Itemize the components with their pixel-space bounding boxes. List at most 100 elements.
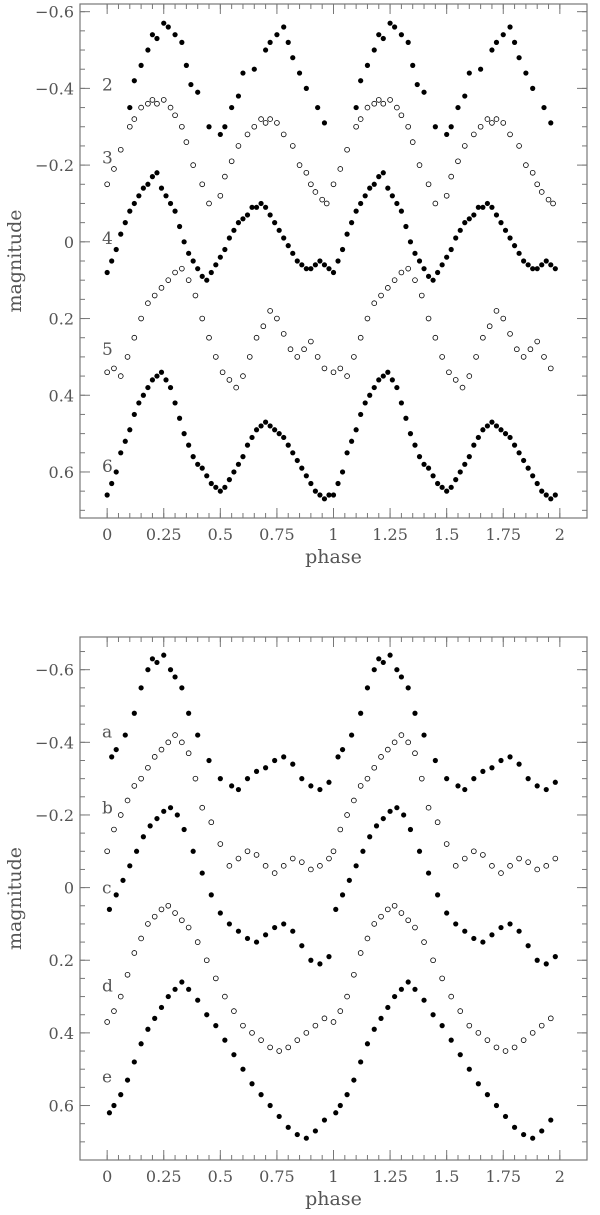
filled-data-point — [244, 776, 251, 782]
filled-data-point — [378, 1015, 384, 1021]
filled-data-point — [333, 906, 339, 912]
open-data-point — [529, 169, 536, 176]
filled-data-point — [432, 124, 438, 130]
open-data-point — [330, 848, 337, 855]
filled-data-point — [500, 32, 506, 38]
filled-data-point — [186, 250, 192, 256]
open-data-point — [253, 852, 260, 858]
filled-data-point — [444, 776, 450, 782]
filled-data-point — [158, 1004, 165, 1011]
filled-data-point — [455, 783, 461, 789]
open-data-point — [364, 775, 371, 782]
open-data-point — [117, 812, 124, 818]
open-data-point — [158, 285, 165, 291]
filled-data-point — [330, 269, 337, 276]
filled-data-point — [235, 928, 242, 934]
curve-label: a — [102, 722, 112, 742]
filled-data-point — [346, 877, 352, 883]
open-data-point — [364, 935, 371, 942]
filled-data-point — [303, 266, 309, 272]
open-data-point — [190, 162, 196, 168]
open-data-point — [507, 863, 513, 869]
filled-data-point — [113, 892, 119, 898]
filled-data-point — [380, 35, 386, 42]
open-data-point — [439, 354, 445, 360]
open-data-point — [351, 797, 357, 804]
filled-data-point — [385, 369, 391, 375]
filled-data-point — [543, 961, 549, 967]
filled-data-point — [552, 954, 558, 960]
open-data-point — [280, 863, 287, 869]
filled-data-point — [493, 1102, 500, 1109]
open-data-point — [337, 1008, 344, 1014]
filled-data-point — [104, 269, 110, 276]
x-tick-label: 0.25 — [146, 525, 182, 544]
open-data-point — [179, 917, 185, 924]
open-data-point — [154, 100, 160, 107]
filled-data-point — [195, 89, 201, 95]
filled-data-point — [315, 104, 321, 111]
x-tick-label: 1 — [328, 1167, 338, 1186]
filled-data-point — [548, 120, 554, 126]
filled-data-point — [539, 488, 545, 494]
filled-data-point — [272, 757, 278, 764]
filled-data-point — [534, 957, 540, 963]
filled-data-point — [552, 266, 558, 272]
open-data-point — [104, 181, 110, 188]
y-tick-label: 0 — [64, 879, 74, 898]
filled-data-point — [179, 39, 185, 45]
open-data-point — [226, 377, 233, 383]
open-data-point — [246, 354, 253, 360]
filled-data-point — [339, 746, 346, 753]
filled-data-point — [154, 659, 160, 666]
filled-data-point — [199, 870, 205, 876]
filled-data-point — [453, 477, 459, 483]
filled-data-point — [131, 1059, 137, 1065]
open-data-point — [131, 950, 138, 956]
filled-data-point — [525, 465, 531, 471]
filled-data-point — [398, 32, 405, 38]
open-data-point — [430, 957, 436, 964]
filled-data-point — [195, 461, 201, 467]
filled-data-point — [122, 438, 128, 444]
filled-data-point — [344, 450, 350, 456]
open-data-point — [323, 200, 330, 207]
filled-data-point — [380, 659, 386, 666]
filled-data-point — [138, 1041, 144, 1047]
filled-data-point — [145, 667, 151, 673]
filled-data-point — [161, 652, 167, 658]
filled-data-point — [380, 170, 386, 176]
open-data-point — [371, 764, 378, 771]
curve-label: 3 — [102, 148, 113, 168]
open-data-point — [145, 300, 151, 306]
x-tick-label: 0.5 — [208, 525, 233, 544]
filled-data-point — [131, 200, 137, 207]
open-data-point — [534, 338, 541, 345]
open-data-point — [394, 104, 400, 111]
filled-data-point — [353, 104, 359, 111]
open-data-point — [493, 1044, 500, 1051]
open-data-point — [276, 1048, 282, 1054]
filled-data-point — [475, 204, 481, 210]
open-data-point — [160, 97, 167, 103]
filled-data-point — [507, 24, 513, 30]
open-data-point — [357, 116, 364, 122]
filled-data-point — [122, 732, 128, 738]
filled-data-point — [120, 877, 126, 883]
open-data-point — [432, 200, 439, 207]
open-data-point — [493, 308, 500, 314]
filled-data-point — [444, 488, 450, 494]
filled-data-point — [480, 427, 486, 433]
open-data-point — [337, 826, 344, 833]
filled-data-point — [525, 262, 531, 268]
filled-data-point — [222, 484, 228, 490]
filled-data-point — [118, 231, 124, 237]
filled-data-point — [353, 427, 359, 433]
open-data-point — [385, 906, 391, 913]
open-data-point — [158, 746, 165, 753]
filled-data-point — [432, 757, 438, 764]
open-data-point — [514, 346, 520, 353]
open-data-point — [371, 100, 378, 107]
filled-data-point — [530, 1135, 536, 1141]
filled-data-point — [448, 246, 454, 253]
